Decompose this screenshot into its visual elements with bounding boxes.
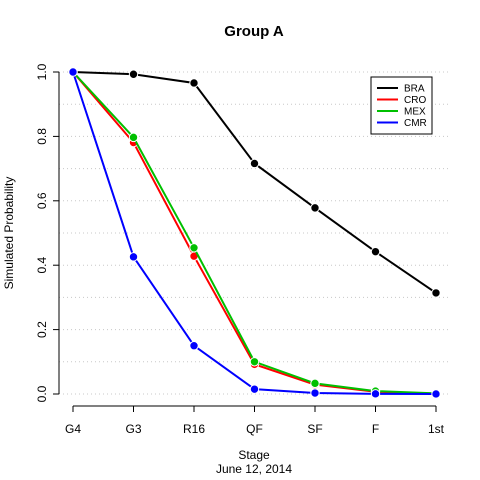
data-point-bra — [370, 246, 381, 257]
data-point-mex — [249, 357, 260, 367]
data-point-cmr — [189, 341, 199, 351]
series-cmr — [68, 67, 441, 399]
data-point-mex — [128, 132, 139, 143]
data-point-cmr — [370, 389, 381, 399]
y-tick-label: 1.0 — [35, 63, 49, 80]
y-tick-label: 0.0 — [35, 385, 49, 402]
y-tick-label: 0.6 — [35, 192, 49, 209]
data-point-bra — [128, 69, 139, 79]
chart-subtitle: June 12, 2014 — [216, 462, 292, 476]
chart-title: Group A — [224, 23, 284, 40]
x-tick-label: G3 — [125, 422, 141, 436]
data-point-cmr — [249, 384, 260, 394]
data-point-bra — [310, 203, 320, 213]
data-point-bra — [249, 158, 260, 169]
data-point-bra — [431, 288, 441, 298]
data-point-cmr — [128, 252, 139, 262]
y-tick-label: 0.2 — [35, 321, 49, 338]
x-tick-label: SF — [307, 422, 322, 436]
axes: G4 G3 R16 QF SF F 1st 0.0 0.2 0.4 0.6 0.8 1.0 — [35, 63, 444, 436]
legend-label-bra: BRA — [404, 84, 425, 95]
x-axis-label: Stage — [238, 448, 270, 462]
x-tick-label: G4 — [65, 422, 81, 436]
data-point-cmr — [310, 388, 320, 398]
legend-box — [370, 76, 433, 135]
data-point-mex — [310, 378, 320, 389]
legend-label-mex: MEX — [404, 107, 426, 118]
legend-label-cro: CRO — [404, 95, 426, 106]
y-axis-label: Simulated Probability — [2, 177, 16, 290]
x-tick-label: F — [372, 422, 379, 436]
y-tick-label: 0.4 — [35, 257, 49, 274]
x-tick-label: QF — [246, 422, 263, 436]
legend-label-cmr: CMR — [404, 118, 427, 129]
data-point-cmr — [68, 67, 78, 77]
data-point-mex — [189, 243, 199, 253]
data-point-bra — [189, 78, 199, 88]
y-tick-label: 0.8 — [35, 128, 49, 145]
series — [68, 67, 441, 399]
x-tick-label: 1st — [428, 422, 445, 436]
grid-lines — [59, 71, 449, 395]
data-point-cmr — [431, 389, 441, 399]
x-tick-label: R16 — [183, 422, 205, 436]
